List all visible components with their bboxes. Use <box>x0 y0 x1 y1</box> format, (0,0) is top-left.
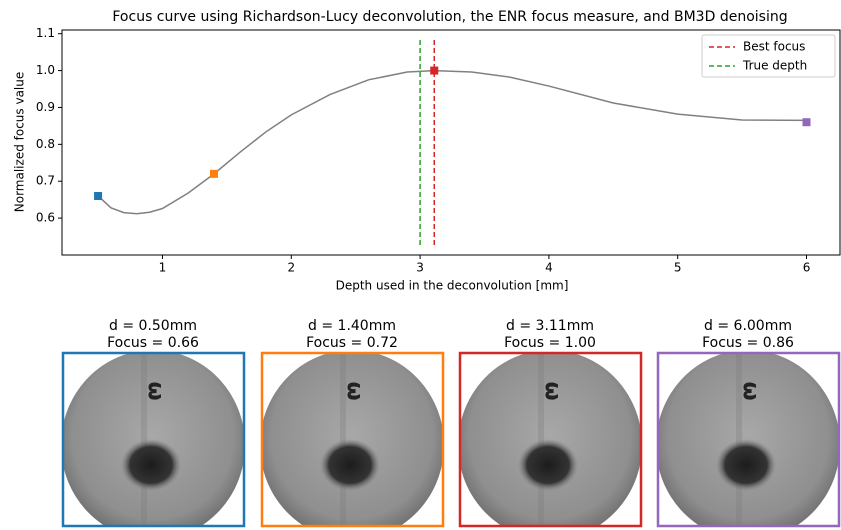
image-panel: ω <box>61 351 246 528</box>
panel-frame <box>61 351 246 528</box>
y-tick-label: 1.1 <box>36 26 55 40</box>
panel-title: d = 0.50mm <box>109 318 197 334</box>
y-tick-label: 0.7 <box>36 174 55 188</box>
photo: ω <box>62 353 244 526</box>
panel-title: d = 1.40mm <box>308 318 396 334</box>
panel-focus: Focus = 0.86 <box>702 335 794 351</box>
panel-frame <box>458 351 643 528</box>
photo-glyph: ω <box>342 381 367 400</box>
focus-curve <box>97 69 807 215</box>
y-tick-label: 0.6 <box>36 211 55 225</box>
photo-blob <box>716 439 776 491</box>
marker <box>802 118 811 127</box>
marker <box>430 66 439 75</box>
x-tick-label: 4 <box>545 261 553 275</box>
chart-title: Focus curve using Richardson-Lucy deconv… <box>112 9 787 25</box>
photo-blob <box>320 439 380 491</box>
photo-stripe <box>141 353 147 526</box>
photo: ω <box>261 353 443 526</box>
panel-focus: Focus = 0.66 <box>107 335 199 351</box>
y-axis-label: Normalized focus value <box>13 72 27 212</box>
photo-stripe <box>736 353 742 526</box>
panel-frame <box>260 351 445 528</box>
panel-frame <box>656 351 841 528</box>
y-tick-label: 0.8 <box>36 137 55 151</box>
x-tick-label: 6 <box>803 261 811 275</box>
panel-title: d = 6.00mm <box>704 318 792 334</box>
panel-title: d = 3.11mm <box>506 318 594 334</box>
photo-stripe <box>340 353 346 526</box>
x-tick-label: 3 <box>416 261 424 275</box>
y-tick-label: 0.9 <box>36 100 55 114</box>
legend-label: True depth <box>742 59 807 73</box>
panel-focus: Focus = 0.72 <box>306 335 398 351</box>
legend-box <box>701 34 836 78</box>
image-panel: ω <box>458 351 643 528</box>
image-panel: ω <box>656 351 841 528</box>
photo-blob <box>518 439 578 491</box>
panel-focus: Focus = 1.00 <box>504 335 596 351</box>
photo: ω <box>657 353 839 526</box>
marker <box>209 169 218 178</box>
y-tick-label: 1.0 <box>36 63 55 77</box>
photo-blob <box>121 439 181 491</box>
photo-glyph: ω <box>540 381 565 400</box>
x-tick-label: 5 <box>674 261 682 275</box>
image-panel: ω <box>260 351 445 528</box>
x-tick-label: 1 <box>159 261 167 275</box>
photo: ω <box>459 353 641 526</box>
x-tick-label: 2 <box>287 261 295 275</box>
photo-glyph: ω <box>738 381 763 400</box>
x-axis-label: Depth used in the deconvolution [mm] <box>336 279 569 293</box>
marker <box>94 191 103 200</box>
photo-stripe <box>538 353 544 526</box>
photo-glyph: ω <box>143 381 168 400</box>
axes-frame <box>61 29 841 256</box>
legend-label: Best focus <box>743 40 805 54</box>
